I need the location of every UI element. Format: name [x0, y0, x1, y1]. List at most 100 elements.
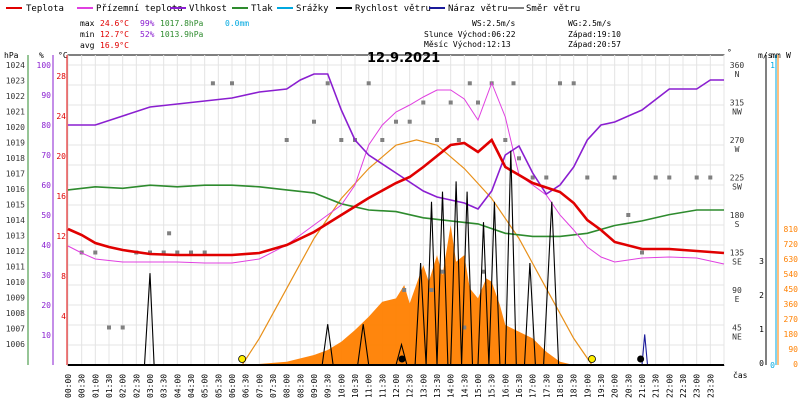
tick-humidity: 40 — [41, 241, 51, 250]
tick-time: 06:00 — [228, 374, 237, 398]
tick-direction-dir: SW — [732, 183, 742, 192]
axis-label-wind: m/s — [758, 51, 773, 60]
tick-time: 06:30 — [242, 374, 251, 398]
wind-direction-point — [107, 325, 111, 330]
sun-moon-markers — [238, 355, 645, 363]
tick-direction-dir: E — [735, 295, 740, 304]
info-wg: WG:2.5m/s — [568, 19, 612, 28]
wind-direction-point — [120, 325, 125, 330]
stat-min-humidity: 52% — [140, 30, 155, 39]
wind-direction-point — [481, 269, 486, 274]
apparent-temperature-line — [67, 81, 725, 265]
tick-pressure: 1009 — [6, 294, 25, 303]
tick-time: 00:30 — [78, 374, 87, 398]
wind-direction-point — [175, 250, 180, 255]
tick-humidity: 50 — [41, 211, 51, 220]
stat-max-label: max — [80, 19, 95, 28]
axis-label-temperature: °C — [58, 51, 68, 60]
wind-direction-point — [202, 250, 207, 255]
tick-temperature: 8 — [61, 272, 66, 281]
tick-humidity: 80 — [41, 121, 51, 130]
tick-temperature: 12 — [56, 232, 66, 241]
wind-direction-point — [667, 175, 672, 180]
tick-time: 05:00 — [201, 374, 210, 398]
tick-time: 12:00 — [392, 374, 401, 398]
tick-time: 02:00 — [119, 374, 128, 398]
legend-label-apparent-temperature: Přízemní teplota — [96, 4, 183, 14]
wind-direction-point — [284, 138, 289, 142]
wind-direction-point — [380, 138, 385, 142]
wind-direction-point — [653, 175, 658, 180]
tick-wind: 1 — [759, 325, 764, 334]
wind-direction-point — [402, 288, 407, 292]
tick-time: 08:00 — [283, 374, 292, 398]
wind-direction-point — [517, 156, 521, 161]
tick-time: 01:00 — [91, 374, 100, 398]
wind-direction-point — [640, 250, 644, 255]
tick-time: 15:30 — [488, 374, 497, 398]
tick-humidity: 60 — [41, 181, 51, 190]
humidity-line — [68, 73, 724, 210]
tick-solar: 360 — [784, 300, 799, 309]
tick-pressure: 1021 — [6, 108, 25, 117]
wind-direction-point — [148, 250, 152, 255]
pressure-line — [67, 184, 724, 238]
legend-label-temperature: Teplota — [26, 4, 64, 14]
tick-pressure: 1015 — [6, 201, 25, 210]
stat-min-label: min — [80, 30, 95, 39]
wind-direction-point — [530, 175, 535, 180]
tick-pressure: 1023 — [6, 77, 25, 86]
solar-area — [68, 225, 724, 365]
legend-label-wind-speed: Rychlost větru — [355, 4, 431, 14]
wind-direction-point — [440, 269, 445, 274]
wind-direction-point — [612, 175, 617, 180]
tick-solar: 90 — [788, 345, 798, 354]
solar-area-path — [68, 225, 724, 365]
info-sun-rise: Slunce Východ:06:22 — [424, 30, 516, 39]
tick-time: 22:30 — [679, 374, 688, 398]
tick-time: 02:30 — [132, 374, 141, 398]
tick-time: 14:00 — [447, 374, 456, 398]
tick-temperature: 4 — [61, 312, 66, 321]
wind-direction-point — [394, 119, 398, 124]
tick-direction-dir: N — [735, 70, 740, 79]
tick-solar: 270 — [784, 315, 799, 324]
tick-direction-deg: 225 — [730, 174, 745, 183]
legend-swatch-wind-direction — [508, 7, 524, 9]
legend-swatch-apparent-temperature — [77, 7, 93, 9]
tick-time: 17:00 — [529, 374, 538, 398]
stats-block: max 24.6°C 99% 1017.8hPa 0.0mm min 12.7°… — [80, 19, 249, 50]
tick-time: 00:00 — [64, 374, 73, 398]
tick-pressure: 1013 — [6, 232, 25, 241]
tick-pressure: 1007 — [6, 325, 25, 334]
tick-time: 19:00 — [583, 374, 592, 398]
stat-min-pressure: 1013.9hPa — [160, 30, 204, 39]
tick-time: 21:30 — [652, 374, 661, 398]
tick-direction-dir: W — [735, 145, 740, 154]
wind-direction-point — [325, 81, 330, 86]
wind-direction-point — [694, 175, 699, 180]
tick-temperature: 28 — [56, 72, 66, 81]
wind-direction-point — [167, 231, 172, 236]
legend: Teplota Přízemní teplota Vlhkost Tlak Sr… — [6, 4, 580, 14]
sunrise-marker — [238, 355, 247, 363]
tick-direction-deg: 360 — [730, 61, 745, 70]
tick-temperature: 16 — [56, 192, 66, 201]
axis-label-pressure: hPa — [4, 51, 19, 60]
axis-label-solar: W — [786, 51, 791, 60]
tick-solar: 630 — [784, 255, 799, 264]
wind-direction-point — [93, 250, 98, 255]
wind-direction-point — [339, 138, 344, 142]
legend-swatch-pressure — [232, 7, 248, 9]
legend-swatch-wind-gust — [429, 7, 445, 9]
tick-solar: 0 — [793, 360, 798, 369]
tick-time: 10:30 — [351, 374, 360, 398]
tick-pressure: 1008 — [6, 309, 25, 318]
tick-time: 20:00 — [611, 374, 620, 398]
wind-direction-point — [558, 81, 562, 86]
tick-wind: 2 — [759, 291, 764, 300]
tick-time: 18:30 — [570, 374, 579, 398]
wind-direction-point — [421, 100, 426, 105]
tick-direction-deg: 315 — [730, 99, 745, 108]
